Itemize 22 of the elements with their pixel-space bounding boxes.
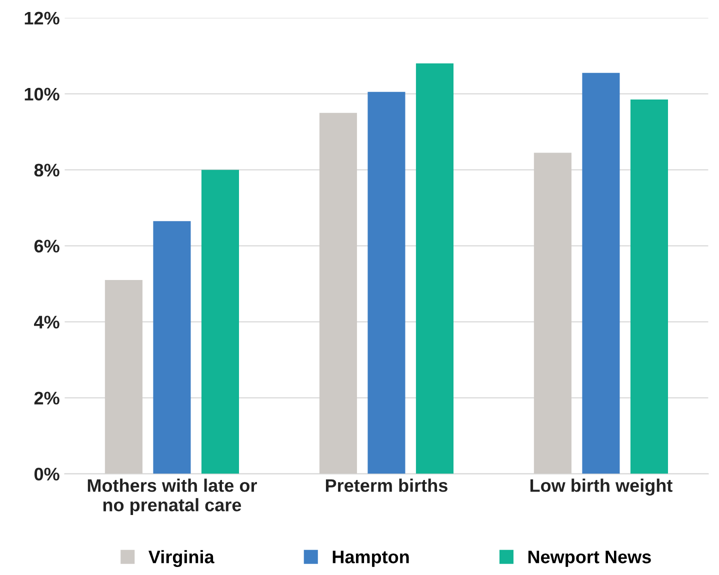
bar bbox=[104, 280, 142, 474]
bar bbox=[630, 100, 668, 474]
x-tick-label: Low birth weight bbox=[530, 478, 672, 496]
bar bbox=[201, 170, 239, 474]
y-tick-label: 8% bbox=[34, 164, 60, 177]
x-tick-label: Preterm births bbox=[326, 478, 448, 492]
legend-label: Newport News bbox=[528, 550, 651, 567]
bar bbox=[534, 152, 572, 474]
y-tick-label: 6% bbox=[34, 240, 60, 253]
bar bbox=[368, 92, 406, 474]
y-tick-label: 4% bbox=[34, 316, 60, 328]
bar bbox=[416, 63, 454, 474]
y-tick-label: 2% bbox=[34, 392, 60, 404]
y-tick-label: 0% bbox=[34, 468, 60, 481]
bar bbox=[153, 221, 191, 474]
bar bbox=[319, 112, 357, 474]
legend-label: Virginia bbox=[148, 550, 214, 567]
x-tick-label: Mothers with late or no prenatal care bbox=[88, 478, 257, 515]
legend-label: Hampton bbox=[332, 550, 409, 567]
bar bbox=[582, 72, 620, 474]
y-tick-label: 12% bbox=[24, 12, 60, 25]
y-tick-label: 10% bbox=[24, 88, 60, 101]
